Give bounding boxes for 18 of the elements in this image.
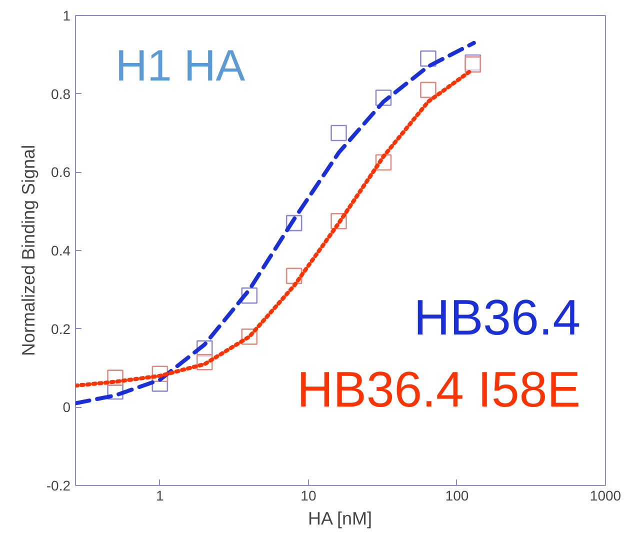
point: [330, 124, 347, 142]
y-tick-label: 0.2: [51, 320, 71, 337]
y-tick-label: 0.6: [51, 164, 71, 180]
x-tick-label: 1000: [590, 488, 622, 504]
y-tick-label: 0.8: [51, 86, 71, 102]
y-tick-label: 0.4: [51, 242, 71, 258]
y-axis-title: Normalized Binding Signal: [18, 144, 38, 356]
y-tick-label: -0.2: [46, 478, 71, 494]
x-tick-label: 100: [445, 488, 469, 504]
y-tick-label: 0: [62, 399, 71, 416]
y-tick-label: 1: [62, 8, 71, 24]
point: [420, 82, 436, 98]
annotation: H1 HA: [116, 42, 246, 90]
series-label: HB36.4 I58E: [296, 362, 581, 418]
text: HB36.4: [414, 290, 581, 346]
x-axis-title: HA [nM]: [308, 508, 372, 528]
x-tick-label: 1: [156, 488, 164, 504]
x-tick-label: 10: [300, 488, 316, 504]
